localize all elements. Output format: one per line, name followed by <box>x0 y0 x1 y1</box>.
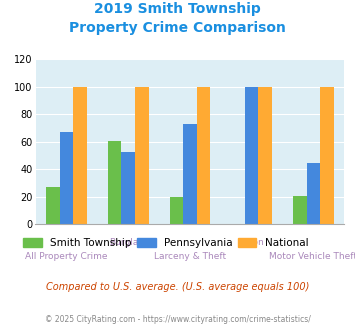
Text: Compared to U.S. average. (U.S. average equals 100): Compared to U.S. average. (U.S. average … <box>46 282 309 292</box>
Bar <box>170 197 183 224</box>
Text: Larceny & Theft: Larceny & Theft <box>154 252 226 261</box>
Bar <box>183 124 197 224</box>
Bar <box>258 87 272 224</box>
Text: All Property Crime: All Property Crime <box>25 252 108 261</box>
Bar <box>307 162 320 224</box>
Text: Motor Vehicle Theft: Motor Vehicle Theft <box>269 252 355 261</box>
Bar <box>293 195 307 224</box>
Bar <box>108 141 121 224</box>
Bar <box>46 187 60 224</box>
Text: Property Crime Comparison: Property Crime Comparison <box>69 21 286 35</box>
Bar <box>121 151 135 224</box>
Bar <box>320 87 334 224</box>
Bar <box>60 132 73 224</box>
Bar <box>135 87 148 224</box>
Bar <box>245 87 258 224</box>
Legend: Smith Township, Pennsylvania, National: Smith Township, Pennsylvania, National <box>23 238 308 248</box>
Bar <box>73 87 87 224</box>
Text: Arson: Arson <box>239 238 264 247</box>
Text: Burglary: Burglary <box>109 238 147 247</box>
Text: © 2025 CityRating.com - https://www.cityrating.com/crime-statistics/: © 2025 CityRating.com - https://www.city… <box>45 315 310 324</box>
Bar <box>197 87 210 224</box>
Text: 2019 Smith Township: 2019 Smith Township <box>94 2 261 16</box>
